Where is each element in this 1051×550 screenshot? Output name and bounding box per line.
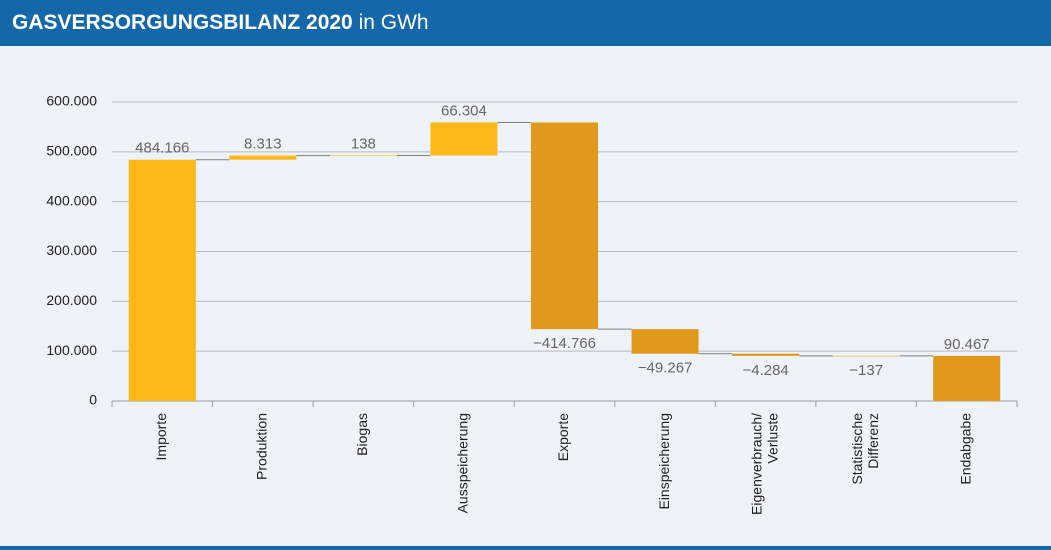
x-tick-label: Biogas [354,413,370,456]
y-tick-label: 100.000 [46,342,97,358]
header: GASVERSORGUNGSBILANZ 2020 in GWh [0,0,1051,46]
x-tick-label: Importe [153,413,169,461]
x-tick-label: Exporte [555,413,571,461]
bar [732,353,800,356]
bar [832,355,900,357]
y-tick-label: 400.000 [46,192,97,208]
y-tick-label: 500.000 [46,143,97,159]
y-tick-label: 0 [89,392,97,408]
x-tick-label: Statistische [849,413,865,485]
value-label: 484.166 [135,140,189,157]
bar [430,122,498,156]
value-label: −49.267 [638,360,693,377]
y-tick-label: 200.000 [46,292,97,308]
chart-subtitle: in GWh [358,11,429,34]
value-label: 90.467 [944,336,990,353]
value-label: −4.284 [742,362,788,379]
x-tick-label: Verluste [764,413,780,464]
x-tick-label: Produktion [254,413,270,480]
chart-title: GASVERSORGUNGSBILANZ 2020 [12,11,353,34]
bar [128,159,196,401]
value-label: −137 [849,362,883,379]
y-tick-label: 600.000 [46,93,97,109]
value-label: −414.766 [533,335,596,352]
value-label: 138 [351,135,376,152]
value-label: 66.304 [441,102,487,119]
x-tick-label: Eigenverbrauch/ [748,413,764,515]
value-label: 8.313 [244,136,282,153]
bar [229,155,297,160]
bar [631,329,699,354]
x-tick-label: Ausspeicherung [455,413,471,513]
y-tick-label: 300.000 [46,242,97,258]
bar [933,355,1001,401]
footer-bar [0,546,1051,550]
x-tick-label: Differenz [865,413,881,469]
x-tick-label: Endabgabe [957,413,973,485]
bar [329,155,397,157]
bar [531,122,598,330]
x-tick-label: Einspeicherung [656,413,672,510]
